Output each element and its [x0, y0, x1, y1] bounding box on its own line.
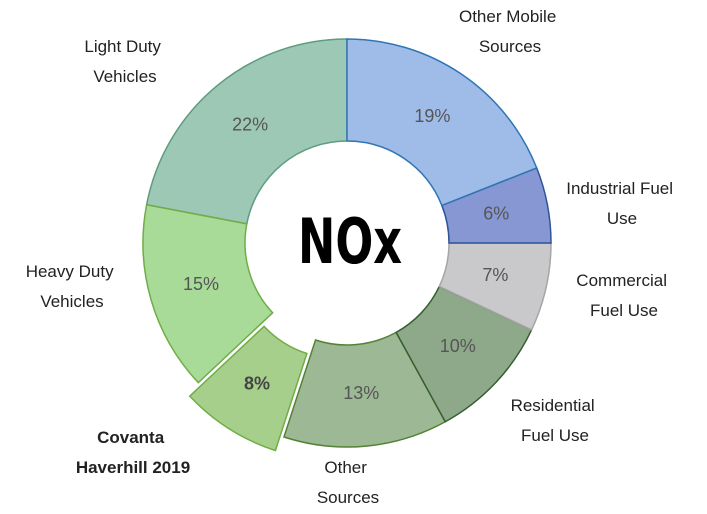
value-label: 7% [482, 265, 508, 285]
donut-segment [142, 203, 274, 384]
category-label: Other Mobile Sources [459, 7, 561, 56]
value-label: 15% [183, 274, 219, 294]
donut-segment [346, 38, 538, 207]
value-label: 8% [244, 374, 270, 394]
category-label: Light Duty Vehicles [84, 37, 165, 86]
donut-segment [440, 166, 552, 244]
category-label: Commercial Fuel Use [576, 271, 671, 320]
value-label: 6% [483, 203, 509, 223]
donut-segment [188, 325, 308, 452]
donut-segment [145, 38, 348, 225]
category-label: Heavy Duty Vehicles [26, 262, 119, 311]
value-label: 22% [232, 115, 268, 135]
value-label: 10% [440, 336, 476, 356]
value-label: 13% [343, 383, 379, 403]
center-label: NOx [298, 207, 402, 279]
donut-segment [283, 331, 447, 448]
category-label: Residential Fuel Use [511, 396, 600, 445]
category-label: Industrial Fuel Use [566, 179, 678, 228]
donut-segment [438, 242, 552, 331]
category-label: Covanta Haverhill 2019 [76, 428, 190, 477]
value-label: 19% [414, 106, 450, 126]
donut-segment [395, 285, 533, 423]
category-label: Other Sources [317, 458, 379, 507]
